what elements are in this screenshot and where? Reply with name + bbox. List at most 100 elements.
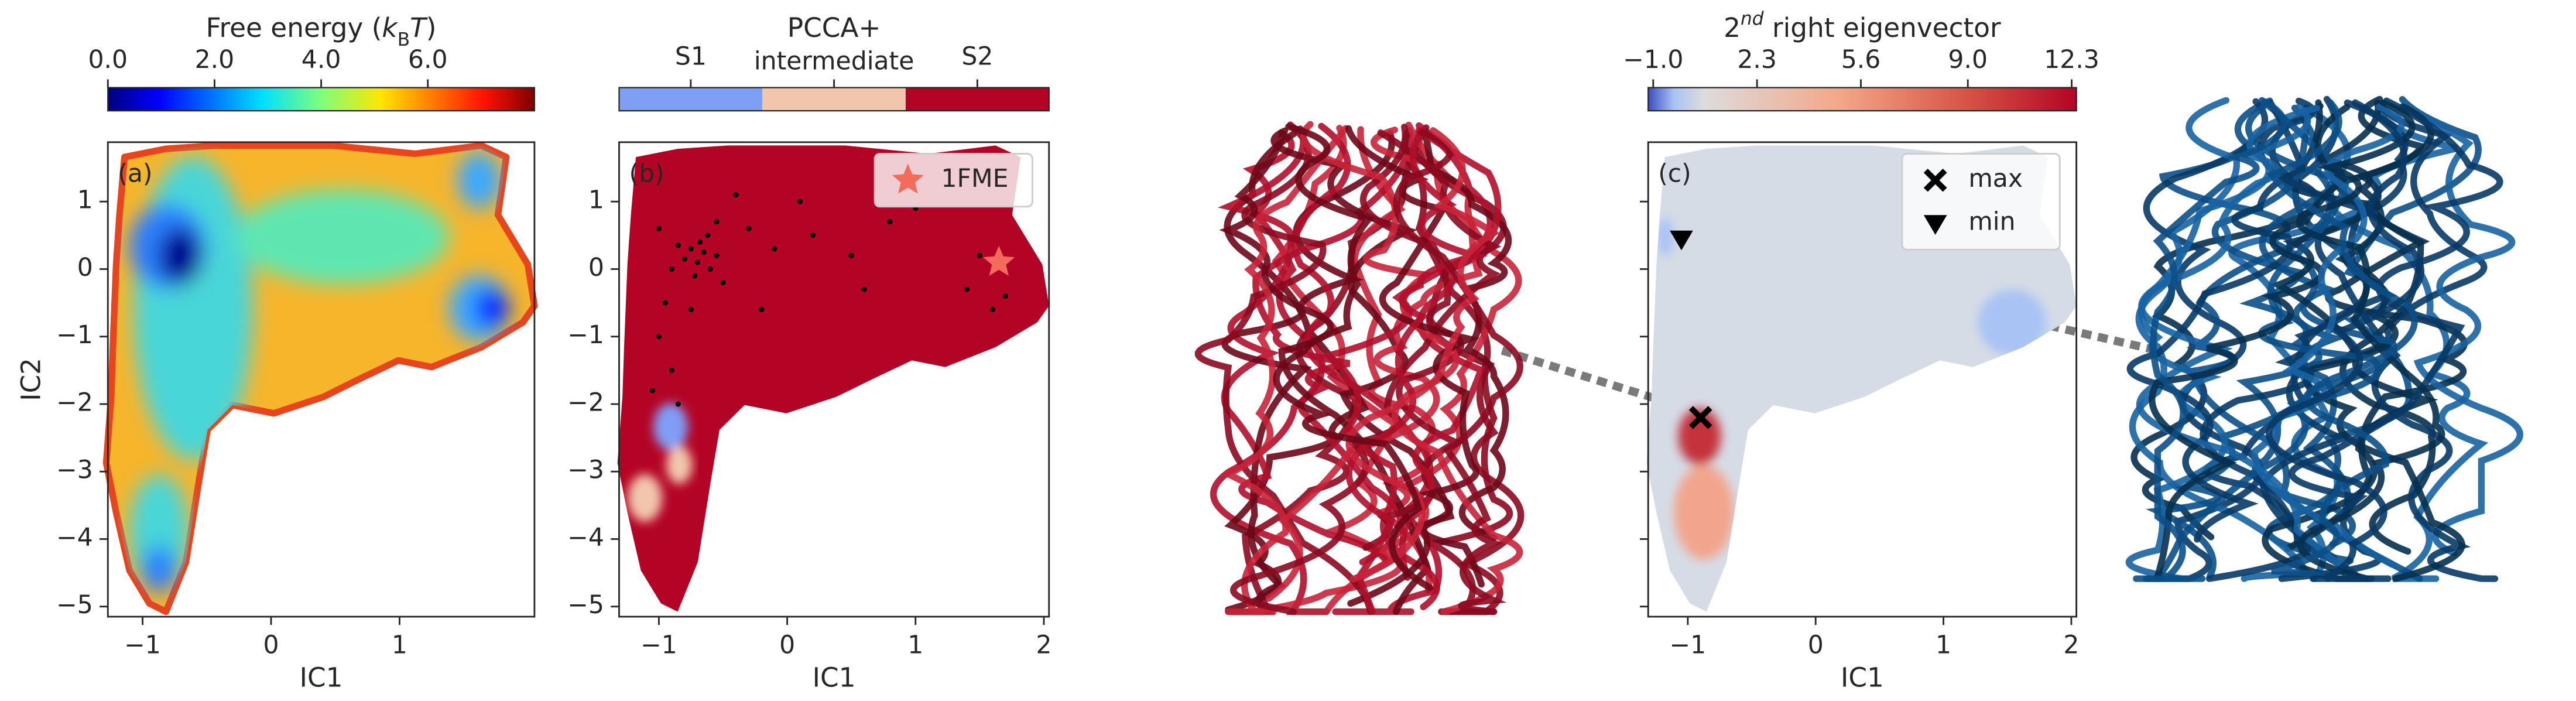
density-patch [457,151,501,209]
colorbar-label-part: nd [1741,8,1764,29]
point [675,401,681,407]
density-patch [133,156,254,460]
colorbar [107,87,536,112]
x-tick-label: 2 [1036,631,1051,659]
x-tick-label: 0 [1808,631,1824,659]
strand [1399,127,1502,581]
colorbar-label-part: Free energy ( [206,12,382,43]
x-tick-label: 0 [779,631,795,659]
y-tick-label: 0 [77,254,93,282]
x-tick-label: 1 [392,631,407,659]
legend-label: 1FME [941,165,1008,193]
colorbar-tick-label: 5.6 [1841,46,1881,74]
point [1002,293,1008,299]
point [669,266,674,272]
legend-box [873,153,1033,208]
density-patch [628,474,662,522]
density-patch [1678,408,1721,465]
colorbar-tick-label: 6.0 [408,46,448,74]
y-tick-label: −1 [56,321,93,350]
x-axis-label: IC1 [1841,662,1884,693]
strand [1345,127,1500,583]
strand [2266,99,2424,582]
strand [2402,105,2523,557]
colorbar-tick-label: S2 [961,42,993,71]
strand [1345,127,1488,615]
colorbar-tick-label: 2.3 [1737,46,1777,74]
density-detail [129,151,509,593]
colorbar-label: Free energy (kBT) [206,12,437,50]
y-tick-label: −2 [567,389,604,418]
point [662,300,668,306]
density-patch [1656,218,1674,257]
panel-label: (a) [118,160,152,189]
connector [1501,346,1678,409]
x-tick-label: 2 [2063,631,2079,659]
density-patch [1674,464,1734,560]
strand [1345,125,1480,607]
colorbar-tick-label: −1.0 [1623,46,1683,74]
colorbar-label-part: T [410,12,428,43]
colorbar-label-part: right eigenvector [1764,12,2002,43]
density-patch [235,189,450,285]
legend-marker [1923,168,1947,192]
x-tick-label: −1 [640,631,677,659]
density-detail [628,403,693,522]
x-axis-label: IC1 [300,662,343,693]
axes-frame [107,141,536,618]
point [656,225,662,231]
y-tick-label: −3 [567,456,604,485]
strand [1230,129,1502,615]
y-axis-label: IC2 [16,358,47,401]
x-tick-label: 0 [263,631,279,659]
point [746,225,752,231]
point [697,239,703,245]
x-axis-label: IC1 [813,662,856,693]
strand [2266,98,2418,582]
marker [1670,230,1693,251]
colorbar-label-part: 2 [1724,12,1741,43]
y-tick-label: −1 [567,321,604,350]
point [707,266,713,272]
panel: −1 0 1 2 −5 −4 −3 −2 −1 0 1 IC1 (b) 1FME S1 intermediat… [567,12,1051,693]
colorbar-tick-label: 9.0 [1948,46,1988,74]
point [656,334,662,340]
x-tick-label: 1 [907,631,923,659]
strand [2278,97,2503,582]
point [649,388,655,394]
density-patch [1978,289,2047,356]
panel-label: (b) [629,160,664,189]
density-detail [628,403,693,522]
point [887,219,893,225]
panel-label: (c) [1658,160,1691,189]
density-patch [474,289,509,327]
legend-marker [1923,215,1947,235]
point [705,232,711,238]
point [720,279,726,286]
structure-ensemble [2125,95,2523,582]
colorbar-segment [619,87,763,111]
point [714,219,720,225]
point [714,252,720,258]
point [675,242,681,248]
connector [1708,244,2159,355]
strand [2251,104,2405,568]
point [688,246,694,252]
strand [1273,123,1434,591]
density-detail [129,151,509,593]
colorbar-tick-label: 12.3 [2044,46,2099,74]
strand [1421,128,1512,541]
point [977,252,982,258]
axes-frame [1647,141,2078,618]
point [848,252,854,258]
colorbar-label: 2nd right eigenvector [1724,8,2001,43]
x-tick-label: −1 [124,631,161,659]
colorbar-frame [618,87,1050,112]
strand [1393,129,1523,615]
x-tick-label: −1 [1670,631,1707,659]
axes-frame [618,141,1050,618]
y-tick-label: 1 [588,186,604,215]
